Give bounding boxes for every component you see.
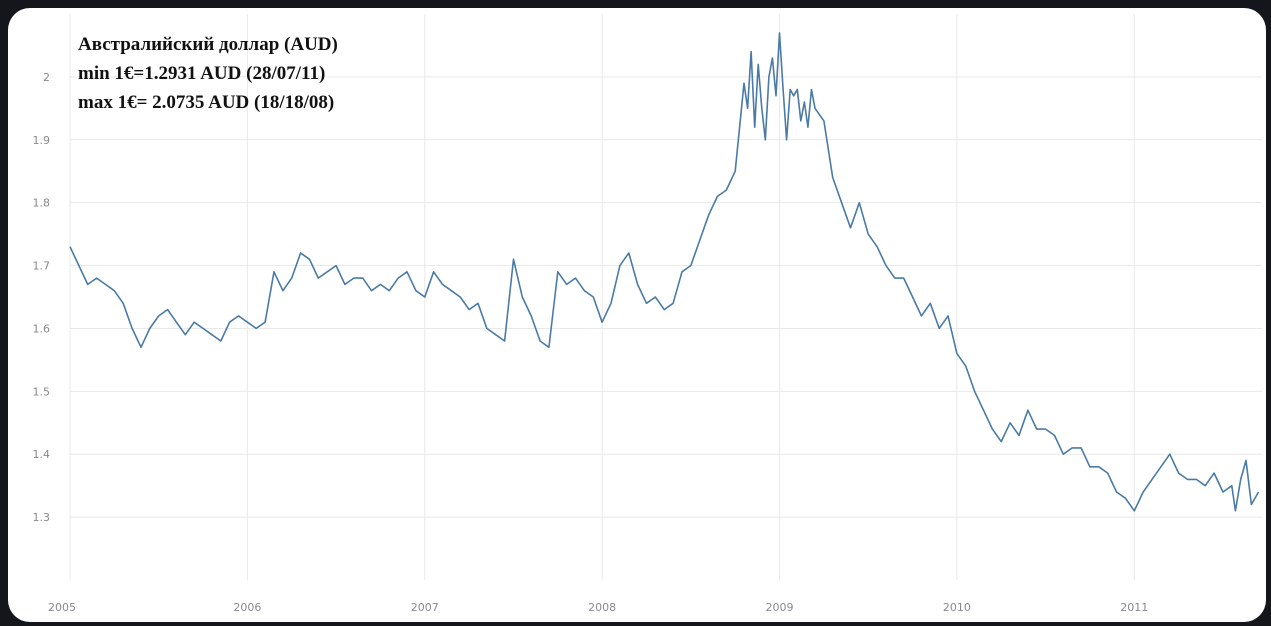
x-tick-label: 2010 bbox=[943, 601, 971, 614]
x-tick-label: 2006 bbox=[233, 601, 261, 614]
y-tick-label: 1.9 bbox=[33, 134, 51, 147]
y-tick-label: 1.3 bbox=[33, 511, 51, 524]
y-tick-label: 1.7 bbox=[33, 260, 51, 273]
y-tick-label: 1.6 bbox=[33, 322, 51, 335]
annotation-title: Австралийский доллар (AUD) bbox=[78, 34, 338, 55]
annotation-min: min 1€=1.2931 AUD (28/07/11) bbox=[78, 63, 325, 84]
x-tick-label: 2011 bbox=[1120, 601, 1148, 614]
y-tick-label: 2 bbox=[43, 71, 50, 84]
y-tick-label: 1.5 bbox=[33, 385, 51, 398]
y-axis-ticks: 1.3 1.4 1.5 1.6 1.7 1.8 1.9 2 bbox=[33, 71, 51, 524]
annotation-max: max 1€= 2.0735 AUD (18/18/08) bbox=[78, 92, 334, 113]
chart-annotations: Австралийский доллар (AUD) min 1€=1.2931… bbox=[78, 34, 338, 113]
chart-panel bbox=[8, 8, 1266, 622]
y-tick-label: 1.8 bbox=[33, 197, 51, 210]
y-tick-label: 1.4 bbox=[33, 448, 51, 461]
x-tick-label: 2005 bbox=[48, 601, 76, 614]
x-axis-ticks: 2005 2006 2007 2008 2009 2010 2011 bbox=[48, 601, 1148, 614]
x-tick-label: 2008 bbox=[588, 601, 616, 614]
x-tick-label: 2007 bbox=[411, 601, 439, 614]
aud-rate-line bbox=[69, 32, 1260, 512]
x-tick-label: 2009 bbox=[766, 601, 794, 614]
